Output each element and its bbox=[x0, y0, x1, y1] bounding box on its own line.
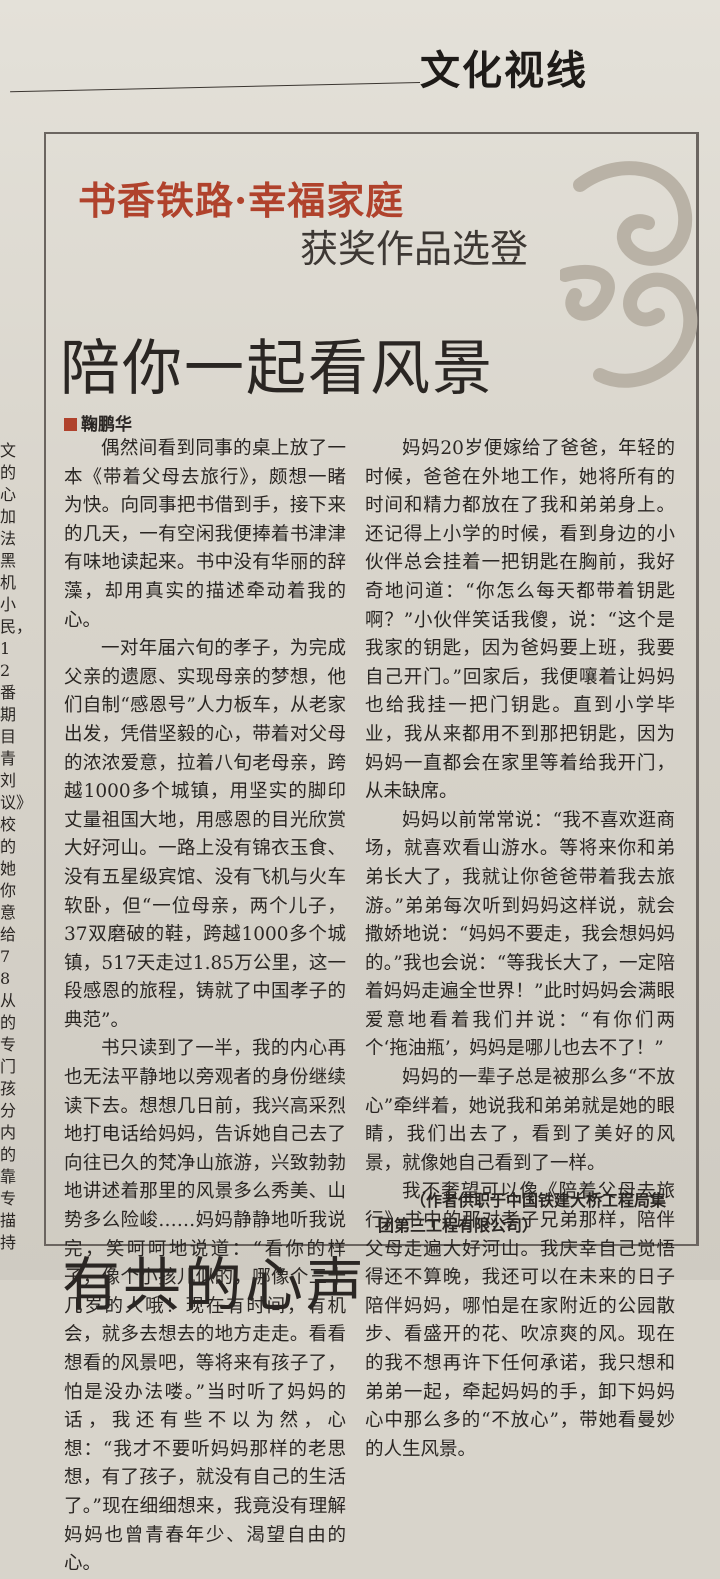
left-edge-fragment: 文的心加法黑机小民，12番期目青刘议》校的她你意给78从的专门孩分内的靠专描持 bbox=[0, 441, 33, 1252]
paragraph: 妈妈20岁便嫁给了爸爸，年轻的时候，爸爸在外地工作，她将所有的时间和精力都放在了… bbox=[365, 438, 675, 803]
author-credit: （作者供职于中国铁建大桥工程局集团第三工程有限公司） bbox=[378, 1191, 667, 1235]
next-article-title: 有共的心声 bbox=[62, 1251, 368, 1319]
paragraph: 偶然间看到同事的桌上放了一本《带着父母去旅行》，颇想一睹为快。向同事把书借到手，… bbox=[64, 438, 346, 631]
banner-title: 书香铁路·幸福家庭 bbox=[78, 178, 405, 223]
author-name: 鞠鹏华 bbox=[81, 415, 132, 435]
article-column-left: 偶然间看到同事的桌上放了一本《带着父母去旅行》，颇想一睹为快。向同事把书借到手，… bbox=[64, 435, 346, 1579]
paragraph: 一对年届六旬的孝子，为完成父亲的遗愿、实现母亲的梦想，他们自制“感恩号”人力板车… bbox=[64, 638, 346, 1031]
paragraph: 妈妈的一辈子总是被那么多“不放心”牵绊着，她说我和弟弟就是她的眼睛，我们出去了，… bbox=[365, 1067, 675, 1174]
paragraph: 妈妈以前常常说：“我不喜欢逛商场，就喜欢看山游水。等将来你和弟弟长大了，我就让你… bbox=[365, 809, 675, 1060]
byline-marker-icon bbox=[64, 418, 77, 431]
article-column-right: 妈妈20岁便嫁给了爸爸，年轻的时候，爸爸在外地工作，她将所有的时间和精力都放在了… bbox=[365, 435, 675, 1464]
byline: 鞠鹏华 bbox=[64, 410, 132, 435]
decorative-swirl-icon bbox=[560, 161, 698, 388]
header-rule bbox=[10, 82, 421, 93]
section-header: 文化视线 bbox=[420, 47, 588, 94]
article-title: 陪你一起看风景 bbox=[60, 334, 494, 404]
banner-subtitle: 获奖作品选登 bbox=[300, 227, 529, 271]
article-frame bbox=[44, 132, 699, 1246]
